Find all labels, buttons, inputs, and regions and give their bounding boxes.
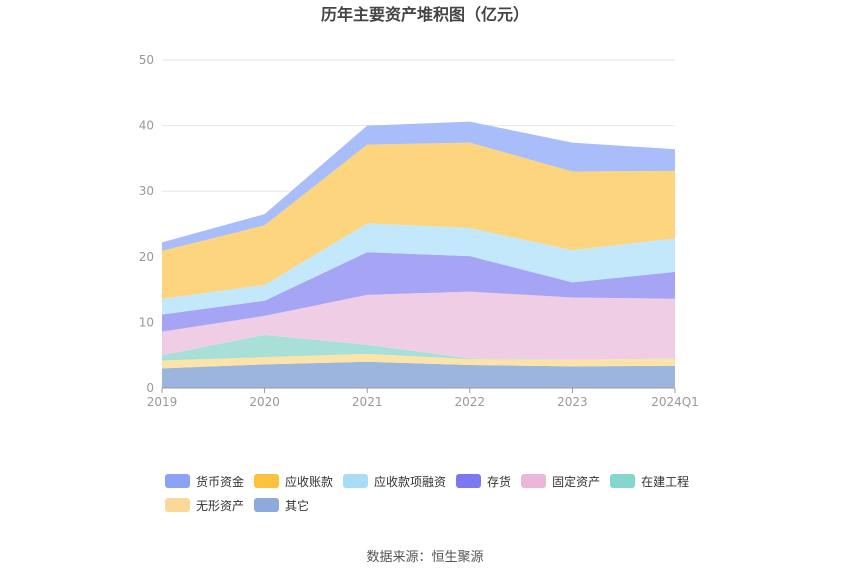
legend-label: 其它 [285, 498, 310, 513]
legend-item[interactable]: 无形资产 [165, 497, 244, 514]
legend-swatch [521, 474, 547, 488]
y-tick-label: 40 [139, 119, 154, 133]
x-tick-label: 2021 [352, 395, 383, 409]
legend-swatch [456, 474, 482, 488]
legend-label: 无形资产 [196, 498, 245, 513]
area-series-无形资产 [162, 353, 675, 369]
x-tick-label: 2022 [455, 395, 486, 409]
y-tick-label: 50 [139, 53, 154, 67]
legend-label: 货币资金 [196, 474, 245, 489]
legend-item[interactable]: 应收款项融资 [343, 473, 446, 490]
legend-label: 存货 [487, 474, 512, 489]
legend-label: 在建工程 [641, 474, 690, 489]
legend-label: 应收款项融资 [374, 474, 447, 489]
y-tick-label: 20 [139, 250, 154, 264]
legend-row: 无形资产 其它 [165, 496, 725, 514]
legend-item[interactable]: 其它 [254, 497, 309, 514]
legend-item[interactable]: 在建工程 [610, 473, 689, 490]
area-series-应收账款 [162, 142, 675, 299]
x-tick-label: 2024Q1 [651, 395, 699, 409]
x-tick-label: 2020 [249, 395, 280, 409]
x-tick-label: 2019 [147, 395, 178, 409]
legend-label: 应收账款 [285, 474, 334, 489]
area-series-存货 [162, 252, 675, 332]
legend-swatch [343, 474, 369, 488]
legend-label: 固定资产 [552, 474, 601, 489]
legend-swatch [165, 498, 190, 512]
legend-swatch [165, 474, 190, 488]
legend-item[interactable]: 固定资产 [521, 473, 600, 490]
legend-item[interactable]: 货币资金 [165, 473, 244, 490]
area-series-应收款项融资 [162, 223, 675, 315]
area-layers [162, 121, 675, 388]
y-tick-label: 0 [146, 381, 154, 395]
axes: 0 10 20 30 40 50 2019 2020 2021 2022 2023 2024Q1 [139, 53, 699, 409]
y-tick-label: 10 [139, 315, 154, 329]
legend-item[interactable]: 应收账款 [254, 473, 333, 490]
x-tick-label: 2023 [557, 395, 588, 409]
legend-swatch [254, 498, 280, 512]
legend-row: 货币资金 应收账款 应收款项融资 存货 固定资产 在建工程 [165, 472, 725, 490]
y-tick-label: 30 [139, 184, 154, 198]
area-series-在建工程 [162, 334, 675, 361]
area-series-其它 [162, 361, 675, 388]
chart-title: 历年主要资产堆积图（亿元） [321, 5, 529, 24]
legend-item[interactable]: 存货 [456, 473, 511, 490]
legend-swatch [610, 474, 636, 488]
area-series-固定资产 [162, 291, 675, 360]
area-series-货币资金 [162, 121, 675, 251]
source-note: 数据来源：恒生聚源 [366, 550, 484, 565]
legend-swatch [254, 474, 280, 488]
legend: 货币资金 应收账款 应收款项融资 存货 固定资产 在建工程无形资产 其它 [165, 472, 725, 520]
